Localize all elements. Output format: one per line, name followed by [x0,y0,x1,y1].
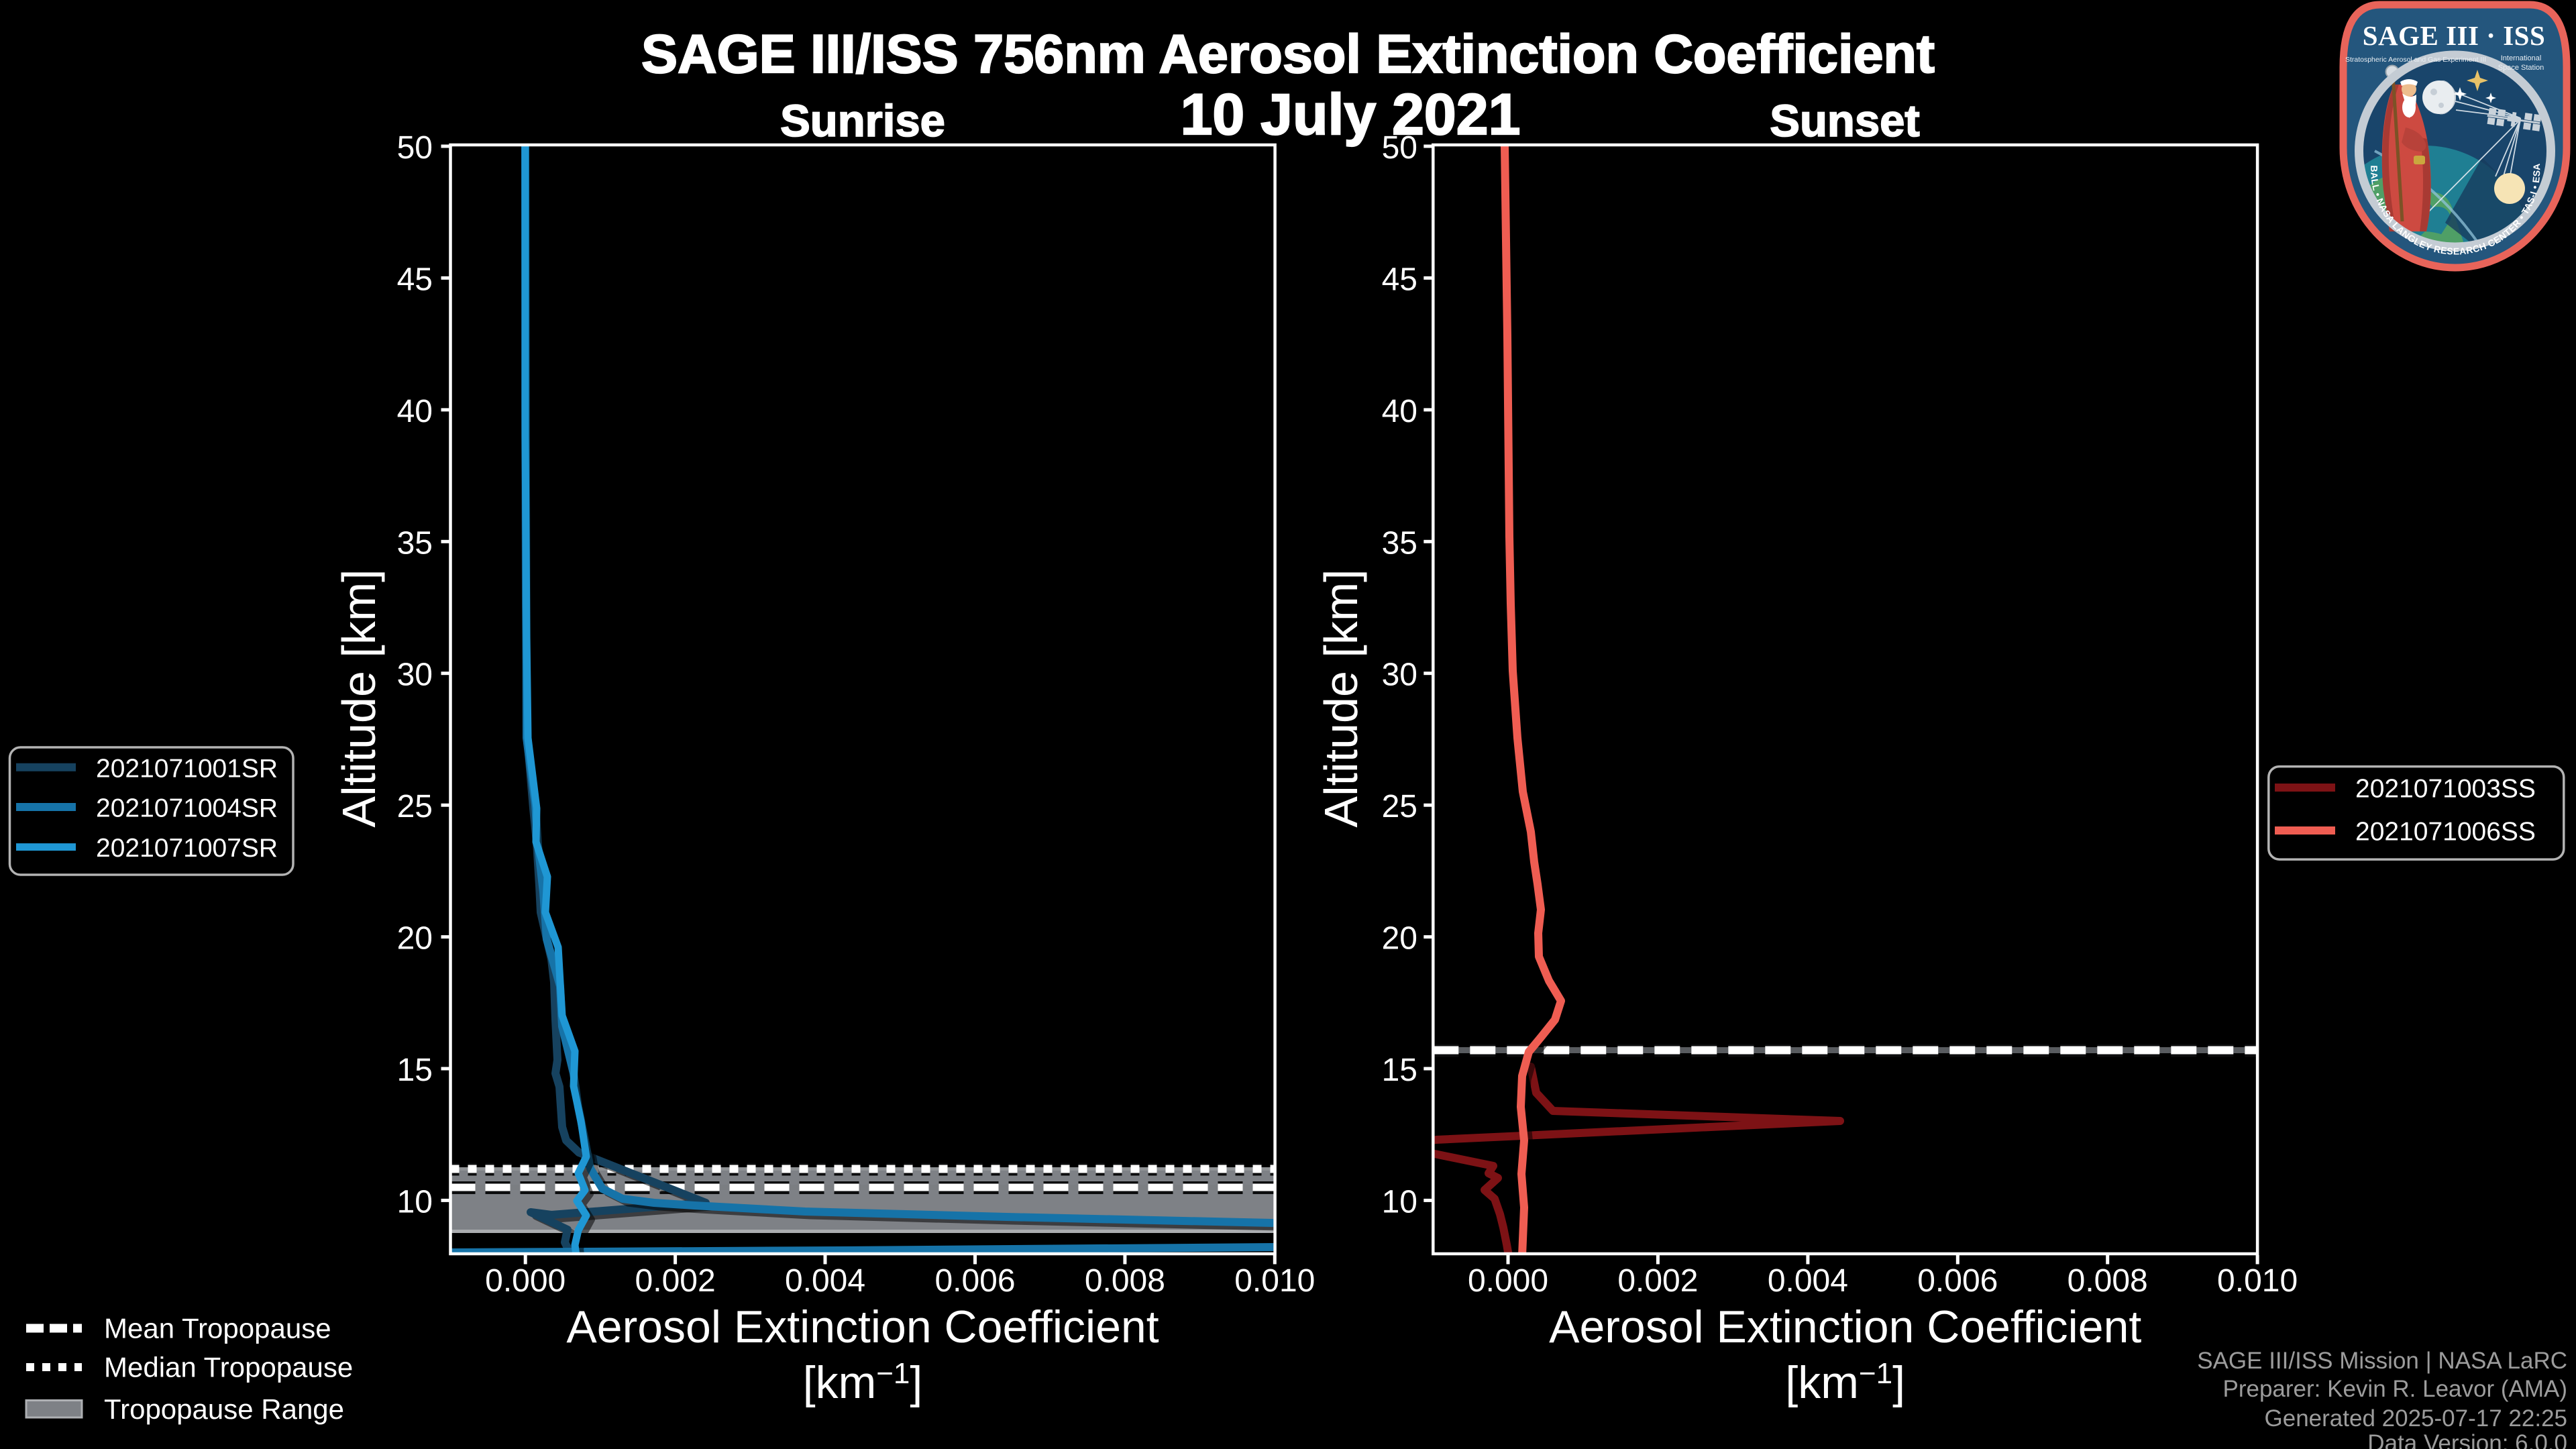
svg-text:0.008: 0.008 [2068,1263,2148,1299]
svg-text:30: 30 [1382,657,1417,693]
svg-text:0.002: 0.002 [635,1263,716,1299]
svg-text:0.000: 0.000 [485,1263,566,1299]
svg-text:2021071001SR: 2021071001SR [96,754,278,783]
svg-text:0.006: 0.006 [1917,1263,1998,1299]
svg-text:Sunrise: Sunrise [780,96,945,146]
svg-text:0.010: 0.010 [1234,1263,1315,1299]
svg-text:SAGE III · ISS: SAGE III · ISS [2363,20,2546,51]
svg-text:25: 25 [397,789,433,824]
svg-text:35: 35 [1382,525,1417,561]
svg-text:Mean Tropopause: Mean Tropopause [104,1313,331,1344]
svg-text:Tropopause Range: Tropopause Range [104,1393,344,1425]
svg-text:Aerosol Extinction Coefficient: Aerosol Extinction Coefficient [1549,1301,2141,1352]
svg-text:0.008: 0.008 [1085,1263,1165,1299]
svg-text:15: 15 [397,1053,433,1088]
svg-text:10 July 2021: 10 July 2021 [1181,83,1521,147]
svg-text:0.010: 0.010 [2217,1263,2298,1299]
svg-text:20: 20 [1382,921,1417,957]
svg-text:2021071007SR: 2021071007SR [96,834,278,863]
svg-text:0.000: 0.000 [1468,1263,1548,1299]
svg-text:25: 25 [1382,789,1417,824]
svg-text:40: 40 [397,394,433,429]
svg-text:Preparer: Kevin R. Leavor (AMA: Preparer: Kevin R. Leavor (AMA) [2222,1376,2567,1402]
svg-text:SAGE III/ISS Mission | NASA La: SAGE III/ISS Mission | NASA LaRC [2197,1348,2567,1374]
svg-text:0.002: 0.002 [1617,1263,1698,1299]
svg-text:10: 10 [397,1184,433,1220]
svg-text:45: 45 [1382,262,1417,297]
svg-text:Sunset: Sunset [1770,96,1919,146]
svg-text:Stratospheric Aerosol and Gas: Stratospheric Aerosol and Gas Experiment… [2345,56,2486,64]
svg-text:Space Station: Space Station [2498,64,2544,72]
svg-text:Median Tropopause: Median Tropopause [104,1352,353,1383]
svg-text:45: 45 [397,262,433,297]
svg-text:2021071003SS: 2021071003SS [2355,775,2536,804]
svg-text:30: 30 [397,657,433,693]
svg-text:Generated 2025-07-17 22:25: Generated 2025-07-17 22:25 [2265,1405,2567,1432]
svg-text:15: 15 [1382,1053,1417,1088]
svg-text:0.004: 0.004 [785,1263,865,1299]
svg-text:40: 40 [1382,394,1417,429]
svg-text:35: 35 [397,525,433,561]
svg-text:Data Version: 6.0.0: Data Version: 6.0.0 [2367,1430,2567,1449]
svg-text:2021071006SS: 2021071006SS [2355,818,2536,847]
svg-text:International: International [2501,54,2542,62]
svg-text:10: 10 [1382,1184,1417,1220]
svg-text:Altitude [km]: Altitude [km] [1315,569,1367,827]
svg-text:SAGE III/ISS 756nm Aerosol Ext: SAGE III/ISS 756nm Aerosol Extinction Co… [641,24,1935,85]
svg-text:Aerosol Extinction Coefficient: Aerosol Extinction Coefficient [566,1301,1159,1352]
svg-text:20: 20 [397,921,433,957]
svg-text:Altitude [km]: Altitude [km] [333,569,385,827]
svg-text:0.004: 0.004 [1768,1263,1848,1299]
svg-text:2021071004SR: 2021071004SR [96,794,278,823]
svg-text:0.006: 0.006 [934,1263,1015,1299]
svg-text:50: 50 [1382,130,1417,166]
svg-text:50: 50 [397,130,433,166]
